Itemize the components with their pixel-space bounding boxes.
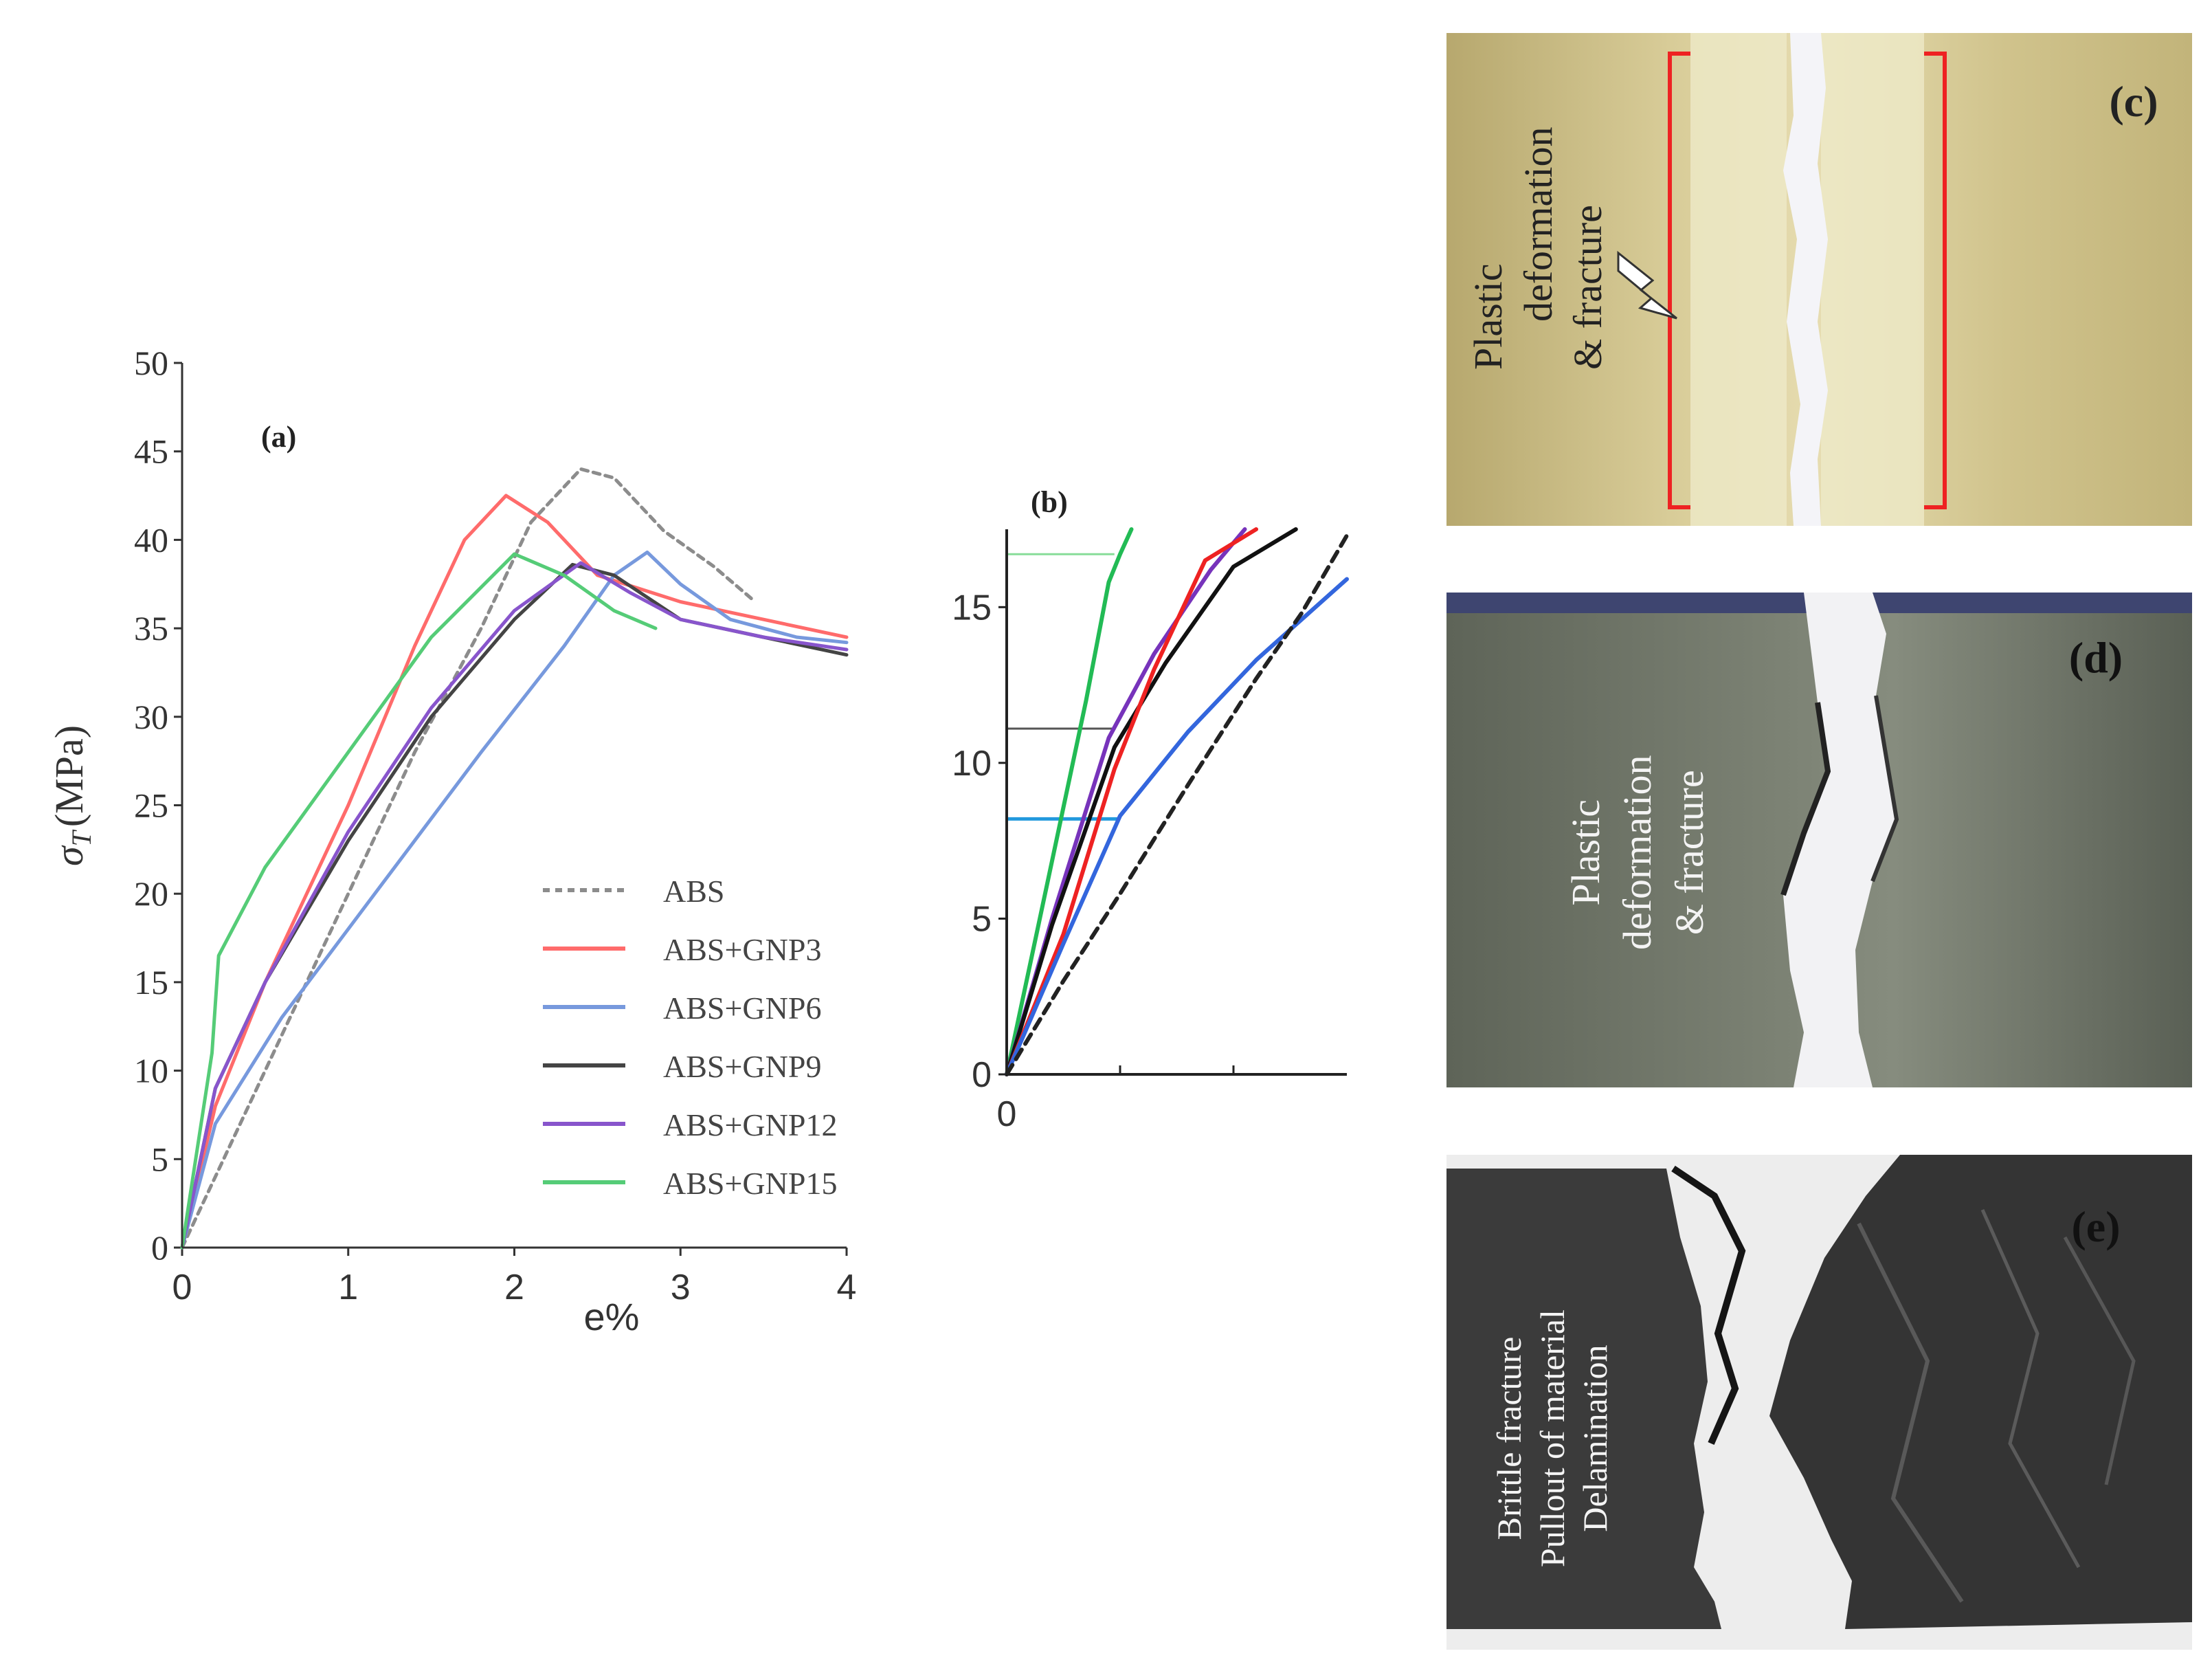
arrow-icon [1617, 250, 1677, 320]
panel-a-y-tick-label: 50 [134, 344, 168, 382]
photo-c-label: (c) [2109, 77, 2158, 126]
photo-c-annotation: Plastic deformation & fracture [1464, 127, 1613, 370]
photo-c-line-2: deformation [1515, 126, 1561, 322]
panel-b-series-abs-gnp15 [1005, 527, 1134, 1076]
panel-b-series-abs-gnp6 [1005, 577, 1349, 1076]
panel-a-x-label: e% [584, 1295, 640, 1338]
panel-a-label: (a) [261, 420, 296, 454]
panel-b-y-tick-label: 15 [952, 588, 992, 628]
panel-a-y-tick-label: 30 [134, 698, 168, 736]
panel-a-series-abs-gnp6 [180, 550, 849, 1250]
panel-a-legend: ABS ABS+GNP3 ABS+GNP6 ABS+GNP9 ABS+GNP12 ABS+… [543, 874, 837, 1201]
panel-b-series-abs [1005, 533, 1349, 1076]
panel-b-y-tick-label: 5 [972, 899, 992, 939]
panel-b-x-tick-label: 0 [997, 1094, 1017, 1134]
panel-a-x-tick-label: 2 [504, 1268, 524, 1307]
fracture-gap [1783, 593, 1897, 1087]
left-bracket [1668, 52, 1690, 509]
panel-b-series-abs-gnp9 [1005, 527, 1298, 1076]
panel-a-y-tick-label: 45 [134, 432, 168, 471]
photo-c-line-3: & fracture [1565, 205, 1610, 370]
y-label-sigma: σ [47, 845, 91, 866]
photo-d-line-1: Plastic [1563, 799, 1608, 906]
left-fragment [1446, 1169, 1721, 1629]
photo-e-label: (e) [2071, 1202, 2121, 1251]
legend-label-abs-gnp12: ABS+GNP12 [663, 1107, 837, 1142]
panel-a-x-tick-label: 0 [172, 1268, 192, 1307]
panel-a-series-abs-gnp15 [180, 552, 658, 1250]
photo-c-graphic [1446, 33, 2192, 526]
panel-a-y-tick-label: 35 [134, 609, 168, 648]
panel-a-y-tick-label: 0 [151, 1228, 168, 1267]
photo-d-line-2: deformation [1615, 755, 1660, 950]
panel-a-x-tick-label: 4 [837, 1268, 857, 1307]
panel-a-chart: (a) 0 5 10 15 20 25 30 35 40 45 50 0 1 2 3 4 σT (MPa) e… [47, 344, 856, 1338]
panel-a-y-tick-label: 10 [134, 1052, 168, 1090]
photo-d-line-3: & fracture [1666, 770, 1712, 936]
panel-b-series-abs-gnp3 [1005, 527, 1258, 1076]
panel-a-y-tick-label: 25 [134, 786, 168, 825]
photo-c-line-1: Plastic [1466, 263, 1510, 370]
photo-e: (e) Brittle fracture Pullout of material… [1446, 1155, 2192, 1650]
photo-d: (d) Plastic deformation & fracture [1446, 593, 2192, 1087]
photo-e-graphic [1446, 1155, 2192, 1650]
panel-a-series-abs-gnp9 [180, 562, 849, 1250]
panel-a-series-abs [180, 467, 757, 1250]
y-label-unit: (MPa) [47, 725, 91, 827]
right-bracket [1924, 52, 1947, 509]
photo-d-label: (d) [2068, 633, 2123, 682]
legend-label-abs-gnp6: ABS+GNP6 [663, 991, 821, 1026]
legend-label-abs-gnp15: ABS+GNP15 [663, 1166, 837, 1201]
panel-b-y-tick-label: 10 [952, 744, 992, 784]
panel-a-y-tick-label: 20 [134, 874, 168, 913]
legend-label-abs: ABS [663, 874, 724, 909]
photo-d-annotation: Plastic deformation & fracture [1560, 755, 1715, 950]
photo-d-graphic [1446, 593, 2192, 1087]
legend-label-abs-gnp9: ABS+GNP9 [663, 1049, 821, 1084]
panel-a-x-tick-label: 1 [338, 1268, 358, 1307]
panel-a-y-tick-label: 40 [134, 520, 168, 559]
panel-a-series-abs-gnp12 [180, 561, 849, 1250]
panel-b-label: (b) [1031, 485, 1068, 519]
panel-b-chart: (b) 0 5 10 15 0 [952, 485, 1349, 1134]
panel-b-y-tick-label: 0 [972, 1055, 992, 1095]
panel-a-x-tick-label: 3 [671, 1268, 691, 1307]
photo-c: (c) Plastic deformation & fracture [1446, 33, 2192, 526]
panel-a-y-tick-label: 15 [134, 963, 168, 1002]
photo-e-line-2: Pullout of material [1532, 1309, 1572, 1567]
fracture-gap [1783, 33, 1828, 526]
photo-e-line-3: Delamination [1576, 1344, 1614, 1532]
photo-e-line-1: Brittle fracture [1490, 1336, 1528, 1540]
y-label-subscript: T [66, 829, 97, 846]
photo-e-annotation: Brittle fracture Pullout of material Del… [1488, 1309, 1617, 1567]
panel-a-y-label: σT (MPa) [47, 725, 97, 866]
panel-a-y-tick-label: 5 [151, 1140, 168, 1178]
legend-label-abs-gnp3: ABS+GNP3 [663, 932, 821, 967]
